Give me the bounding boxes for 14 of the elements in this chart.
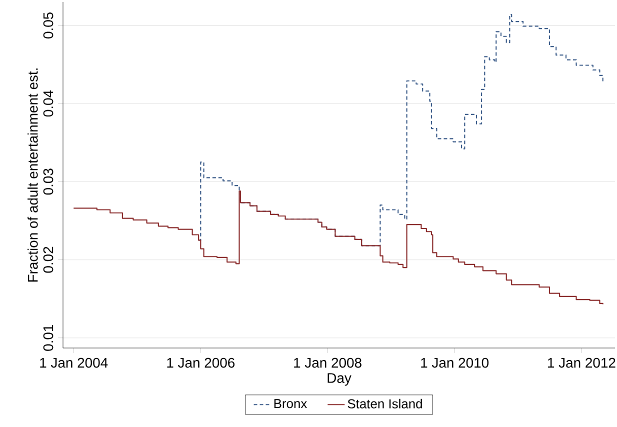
x-tick-label: 1 Jan 2008 — [294, 358, 362, 368]
x-tick-label: 1 Jan 2006 — [167, 358, 235, 368]
y-tick-label: 0.02 — [43, 246, 54, 273]
x-tick-label: 1 Jan 2010 — [421, 358, 489, 368]
x-axis-title: Day — [328, 373, 352, 386]
y-tick-label: 0.01 — [43, 324, 54, 351]
y-tick-label: 0.03 — [43, 168, 54, 195]
x-tick-label: 1 Jan 2004 — [40, 358, 108, 368]
y-tick-label: 0.05 — [43, 12, 54, 38]
y-axis-title: Fraction of adult entertainment est. — [28, 68, 38, 282]
legend-label: Bronx — [274, 399, 308, 408]
legend-label: Staten Island — [348, 398, 422, 408]
y-tick-label: 0.04 — [43, 90, 54, 117]
x-tick-label: 1 Jan 2012 — [548, 358, 616, 368]
